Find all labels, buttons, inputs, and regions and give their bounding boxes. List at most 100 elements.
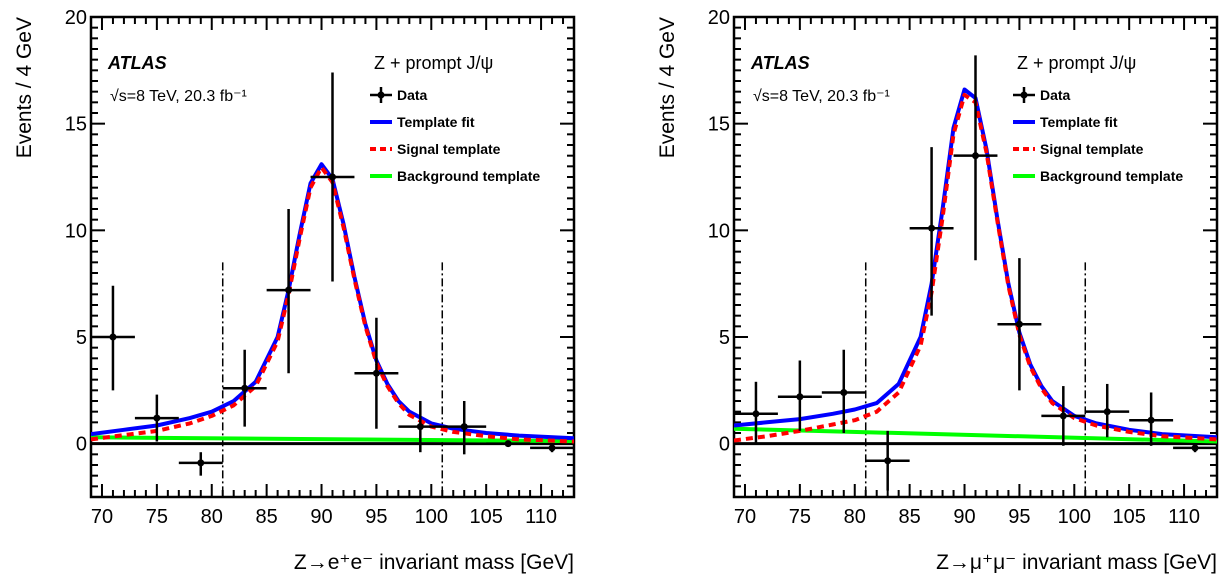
- data-point-marker: [1015, 320, 1023, 328]
- data-point: [953, 55, 998, 261]
- legend: Data Template fit Signal template Backgroun…: [1013, 87, 1183, 184]
- x-tick-label: 95: [1008, 506, 1030, 528]
- energy-label: √s=8 TeV, 20.3 fb⁻¹: [753, 88, 890, 105]
- background-template-curve: [91, 435, 574, 444]
- process-label: Z + prompt J/ψ: [1017, 53, 1136, 73]
- x-tick-label: 100: [1058, 506, 1091, 528]
- data-point: [310, 72, 355, 282]
- y-tick-label: 10: [65, 220, 87, 242]
- data-point-marker: [197, 459, 205, 467]
- plot-area: [91, 72, 574, 476]
- y-tick-label: 20: [65, 7, 87, 29]
- y-tick-label: 15: [65, 114, 87, 136]
- data-point-marker: [416, 423, 424, 431]
- data-point: [821, 349, 866, 433]
- x-tick-label: 85: [256, 506, 278, 528]
- data-point-marker: [1103, 408, 1111, 416]
- data-point-marker: [241, 384, 249, 392]
- data-point-marker: [504, 440, 512, 448]
- data-point: [1085, 383, 1130, 438]
- data-point: [997, 258, 1042, 391]
- y-tick-label: 15: [708, 114, 730, 136]
- legend-label: Background template: [1040, 168, 1183, 184]
- background-template-curve: [734, 426, 1217, 444]
- x-tick-label: 75: [146, 506, 168, 528]
- x-tick-label: 95: [365, 506, 387, 528]
- energy-label: √s=8 TeV, 20.3 fb⁻¹: [110, 88, 247, 105]
- data-point-marker: [109, 333, 117, 341]
- data-point: [486, 440, 531, 448]
- x-tick-label: 105: [469, 506, 502, 528]
- legend-label: Signal template: [1040, 141, 1144, 157]
- data-point-marker: [972, 152, 979, 160]
- data-point: [909, 147, 954, 316]
- x-tick-label: 110: [1168, 506, 1200, 528]
- legend-data-marker: [377, 91, 385, 99]
- data-point-marker: [548, 444, 556, 452]
- y-tick-label: 5: [76, 327, 87, 349]
- data-point: [134, 394, 179, 442]
- legend: Data Template fit Signal template Backgroun…: [370, 87, 540, 184]
- data-point: [222, 349, 267, 427]
- legend-data-marker: [1020, 91, 1028, 99]
- y-tick-label: 10: [708, 220, 730, 242]
- data-point: [777, 360, 822, 431]
- x-tick-label: 80: [844, 506, 866, 528]
- data-point: [734, 381, 778, 444]
- legend-label: Template fit: [1040, 114, 1118, 130]
- data-point: [530, 443, 574, 453]
- y-axis-title: Events / 4 GeV: [656, 17, 679, 158]
- x-tick-label: 100: [415, 506, 448, 528]
- data-point-marker: [153, 414, 161, 422]
- data-point: [1041, 386, 1086, 446]
- data-point: [442, 401, 487, 455]
- data-point-marker: [285, 286, 293, 294]
- x-tick-label: 110: [525, 506, 557, 528]
- chart-panel-2: 70 75 80 85 90 95 100 105 110 0 5 10 15 20 Z→μ⁺μ⁻ inva…: [656, 7, 1219, 574]
- legend-label: Data: [397, 87, 428, 103]
- data-point-marker: [1059, 412, 1067, 420]
- x-tick-label: 80: [201, 506, 223, 528]
- data-point-marker: [460, 423, 468, 431]
- y-tick-label: 0: [76, 434, 87, 456]
- y-tick-label: 0: [719, 434, 730, 456]
- data-point-marker: [1147, 416, 1155, 424]
- data-point-marker: [928, 224, 936, 232]
- data-point-marker: [329, 173, 336, 181]
- x-tick-label: 90: [953, 506, 975, 528]
- plot-area: [734, 55, 1217, 491]
- x-tick-label: 105: [1112, 506, 1145, 528]
- legend-label: Data: [1040, 87, 1071, 103]
- data-point: [91, 285, 135, 391]
- chart-panel-1: 70 75 80 85 90 95 100 105 110 0 5 10 15 20 Z→e⁺e⁻ inva…: [13, 7, 576, 574]
- x-axis-title: Z→μ⁺μ⁻ invariant mass [GeV]: [936, 551, 1217, 574]
- legend-label: Background template: [397, 168, 540, 184]
- data-point: [865, 430, 910, 491]
- data-point: [1129, 392, 1174, 446]
- atlas-label: ATLAS: [750, 53, 810, 73]
- data-point: [354, 317, 399, 429]
- x-tick-label: 85: [899, 506, 921, 528]
- data-point: [398, 401, 443, 453]
- x-axis-title: Z→e⁺e⁻ invariant mass [GeV]: [294, 551, 574, 574]
- data-point: [178, 452, 223, 476]
- process-label: Z + prompt J/ψ: [374, 53, 493, 73]
- data-point-marker: [1191, 444, 1199, 452]
- x-tick-label: 70: [91, 506, 113, 528]
- atlas-label: ATLAS: [107, 53, 167, 73]
- data-point-marker: [884, 457, 892, 465]
- y-axis-title: Events / 4 GeV: [13, 17, 36, 158]
- data-point-marker: [796, 393, 804, 401]
- x-tick-label: 75: [789, 506, 811, 528]
- data-point-marker: [372, 369, 380, 377]
- y-tick-label: 20: [708, 7, 730, 29]
- data-point: [266, 209, 311, 374]
- data-point: [1173, 443, 1217, 453]
- legend-label: Template fit: [397, 114, 475, 130]
- x-tick-label: 70: [734, 506, 756, 528]
- data-point-marker: [840, 388, 848, 396]
- x-tick-label: 90: [310, 506, 332, 528]
- data-point-marker: [752, 410, 760, 418]
- legend-label: Signal template: [397, 141, 501, 157]
